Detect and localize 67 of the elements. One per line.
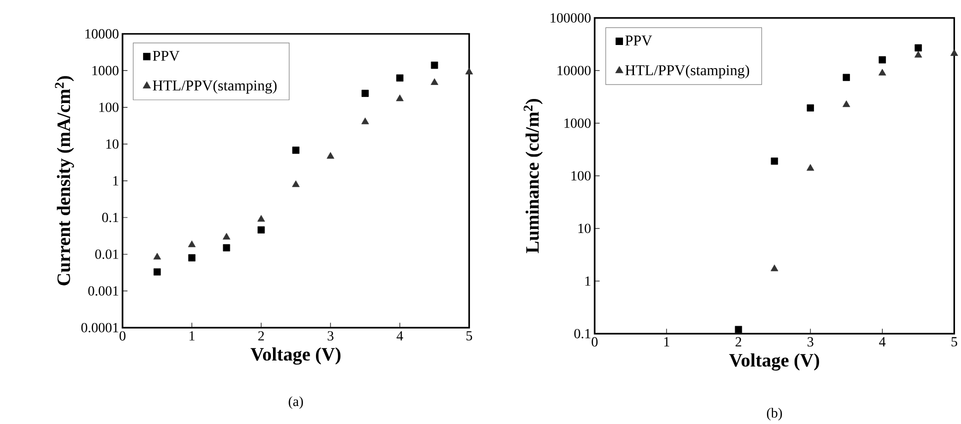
y-axis-title: Luminance (cd/m$^{2}$) <box>524 98 543 253</box>
x-tick-label: 1 <box>664 337 670 346</box>
y-tick-label: 1000 <box>92 66 118 76</box>
point <box>842 100 850 107</box>
x-tick-label: 0 <box>592 337 598 346</box>
point <box>806 104 814 112</box>
legend-label: PPV <box>625 36 652 46</box>
point <box>914 50 922 58</box>
x-tick-label: 3 <box>808 337 814 346</box>
legend-label: HTL/PPV(stamping) <box>625 64 750 78</box>
point <box>222 244 230 252</box>
point <box>878 68 886 76</box>
y-tick-label: 10000 <box>558 66 591 76</box>
legend-label: HTL/PPV(stamping) <box>152 80 277 94</box>
point <box>188 254 196 262</box>
text: (b) <box>766 408 782 420</box>
point <box>396 74 404 82</box>
point <box>430 62 438 69</box>
point <box>154 268 161 276</box>
point <box>188 240 196 247</box>
text: (a) <box>288 396 303 409</box>
x-axis-title: Voltage (V) <box>250 347 340 364</box>
y-tick-label: 1 <box>585 276 590 286</box>
y-tick-label: 10000 <box>86 29 118 38</box>
y-tick-label: 0.001 <box>88 286 118 296</box>
point <box>222 232 230 240</box>
y-tick-label: 100 <box>572 170 591 180</box>
point <box>258 226 265 234</box>
point <box>292 146 300 154</box>
point <box>842 74 850 81</box>
y-tick-label: 0.01 <box>95 249 118 259</box>
point <box>465 68 473 74</box>
x-tick-label: 3 <box>328 331 334 340</box>
point <box>734 326 742 333</box>
point <box>806 164 814 171</box>
x-tick-label: 0 <box>120 331 126 340</box>
legend-label: PPV <box>152 50 180 61</box>
point <box>153 252 161 260</box>
y-tick-label: 100000 <box>550 13 591 22</box>
point <box>396 94 404 101</box>
point <box>770 157 778 165</box>
x-tick-label: 2 <box>736 337 742 346</box>
y-tick-label: 1 <box>113 176 118 186</box>
y-tick-label: 0.0001 <box>81 322 118 332</box>
point <box>430 78 438 85</box>
y-tick-label: 100 <box>99 102 118 112</box>
y-tick-label: 10 <box>106 139 118 149</box>
point <box>362 90 369 97</box>
y-axis-title: Current density (mA/cm$^{2}$) <box>54 76 74 286</box>
point <box>361 117 369 124</box>
x-tick-label: 4 <box>879 337 886 346</box>
y-tick-label: 10 <box>578 224 591 233</box>
x-tick-label: 4 <box>396 331 404 340</box>
x-tick-label: 5 <box>952 337 958 346</box>
x-tick-label: 2 <box>258 331 264 340</box>
point <box>257 214 265 222</box>
point <box>326 152 334 159</box>
point <box>292 180 300 187</box>
y-tick-label: 0.1 <box>102 212 118 222</box>
point <box>770 264 778 272</box>
y-tick-label: 0.1 <box>574 328 590 338</box>
point <box>914 44 922 52</box>
x-tick-label: 5 <box>466 331 472 340</box>
point <box>878 56 886 64</box>
x-tick-label: 1 <box>190 331 194 340</box>
x-axis-title: Voltage (V) <box>729 353 820 370</box>
y-tick-label: 1000 <box>564 118 591 128</box>
